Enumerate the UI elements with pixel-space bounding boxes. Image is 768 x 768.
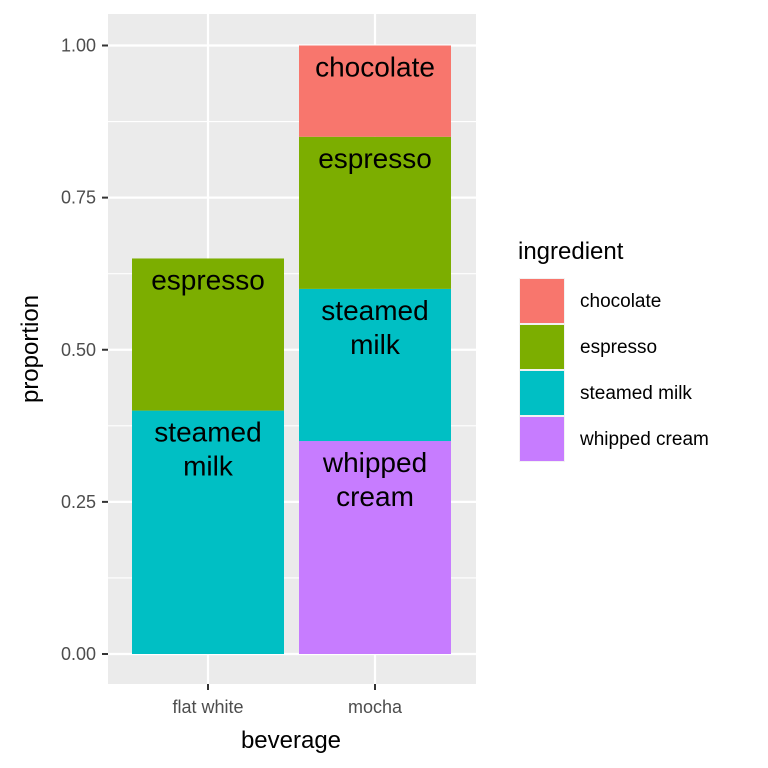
legend-label: steamed milk xyxy=(580,383,692,404)
x-tick-label: mocha xyxy=(348,697,403,717)
bar-segment-steamed-milk xyxy=(299,288,451,442)
x-axis-title: beverage xyxy=(241,727,341,754)
legend-swatch xyxy=(520,325,564,369)
legend-swatch xyxy=(520,371,564,415)
bar-segment-label: steamed milk xyxy=(154,417,261,482)
bar-segment-label: espresso xyxy=(318,143,432,174)
legend-swatch xyxy=(520,279,564,323)
bar-segment-label: whipped cream xyxy=(322,447,427,512)
bar-segment-whipped-cream xyxy=(299,441,451,654)
y-tick-label: 0.75 xyxy=(61,188,96,208)
legend-swatch xyxy=(520,417,564,461)
bar-segment-label: chocolate xyxy=(315,52,435,83)
y-axis-title: proportion xyxy=(17,295,44,403)
x-axis: flat white mocha xyxy=(172,684,403,717)
legend: ingredient chocolate espresso steamed milk… xyxy=(518,238,709,462)
bar-labels: steamed milk espresso whipped cream steamed mi… xyxy=(151,52,435,513)
legend-label: chocolate xyxy=(580,291,661,312)
bar-segment-steamed-milk xyxy=(132,410,284,654)
bars xyxy=(132,45,451,654)
legend-label: whipped cream xyxy=(579,429,709,450)
y-tick-label: 0.25 xyxy=(61,492,96,512)
bar-segment-label: espresso xyxy=(151,264,265,295)
y-tick-label: 1.00 xyxy=(61,36,96,56)
legend-label: espresso xyxy=(580,337,657,358)
bar-segment-label: steamed milk xyxy=(321,295,428,360)
y-tick-label: 0.00 xyxy=(61,644,96,664)
y-axis: 0.00 0.25 0.50 0.75 1.00 xyxy=(61,36,108,664)
y-tick-label: 0.50 xyxy=(61,340,96,360)
bar-segment-espresso xyxy=(132,258,284,411)
bar-segment-chocolate xyxy=(299,45,451,137)
bar-segment-espresso xyxy=(299,136,451,289)
legend-title: ingredient xyxy=(518,238,624,265)
x-tick-label: flat white xyxy=(172,697,243,717)
